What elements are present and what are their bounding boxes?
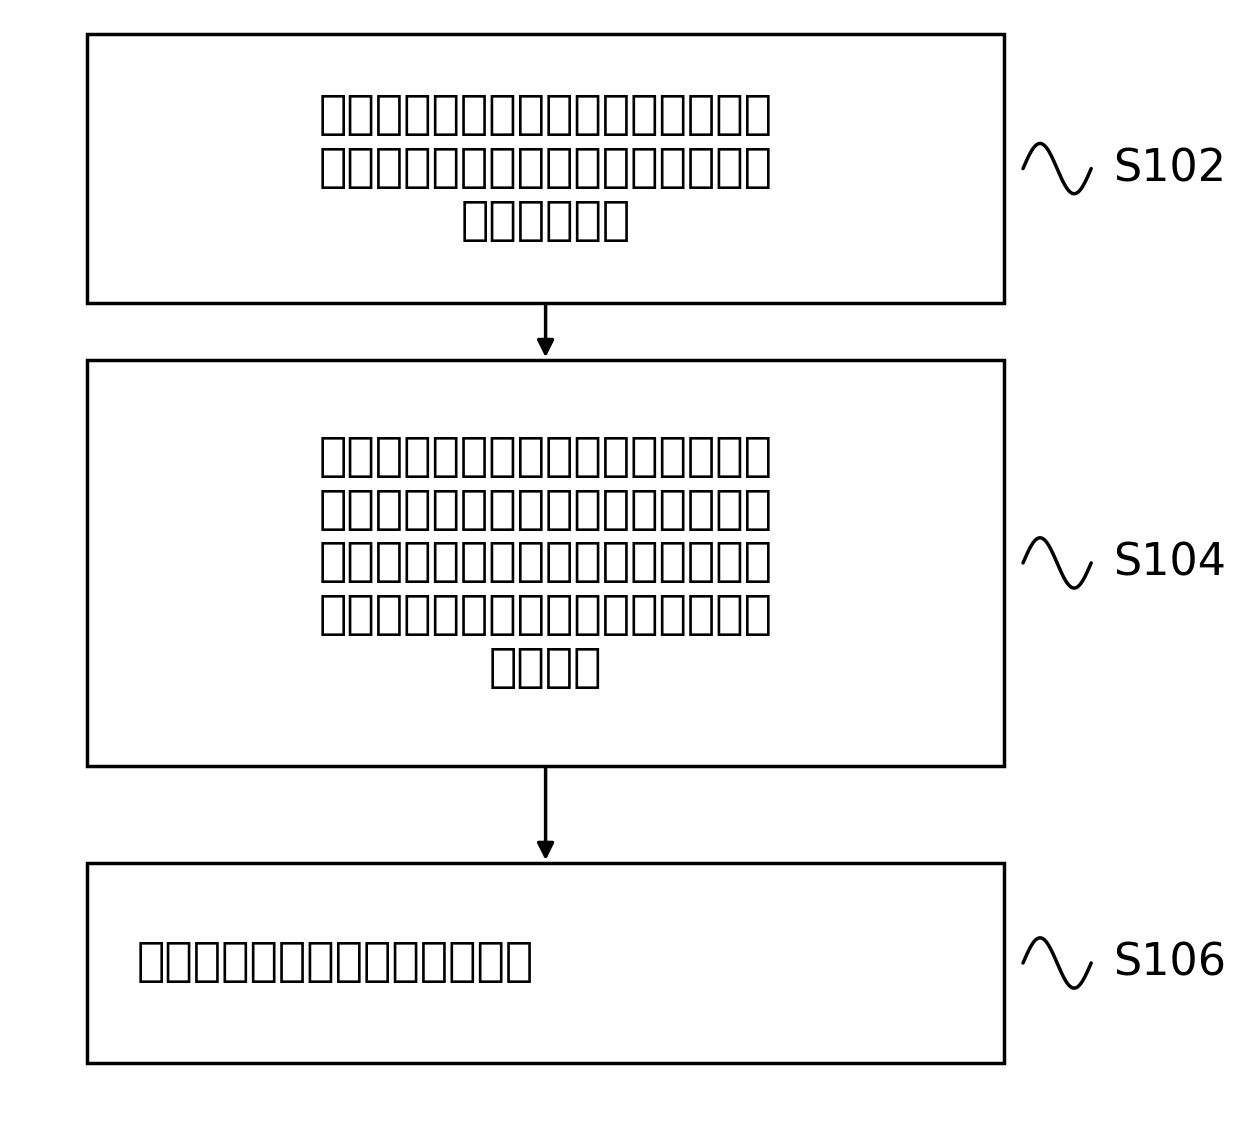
Text: 算法模型: 算法模型 [489, 646, 603, 690]
Bar [87, 863, 1004, 1063]
Bar [87, 360, 1004, 766]
Bar [87, 34, 1004, 303]
Text: S104: S104 [1114, 542, 1226, 584]
Text: 通过第一家电设备获取用户当前的用: 通过第一家电设备获取用户当前的用 [319, 94, 773, 138]
Text: S102: S102 [1114, 147, 1226, 190]
Text: S106: S106 [1114, 942, 1226, 984]
Text: 家电设备通信: 家电设备通信 [460, 199, 631, 243]
Text: 户信息，其中，第一家电设备与第二: 户信息，其中，第一家电设备与第二 [319, 146, 773, 191]
Text: 基于预先训练的算法模型，根据用户: 基于预先训练的算法模型，根据用户 [319, 435, 773, 480]
Text: 其中，预先训练的算法模型为根据用: 其中，预先训练的算法模型为根据用 [319, 541, 773, 585]
Text: 户在历史时间段内的用户信息确定的: 户在历史时间段内的用户信息确定的 [319, 593, 773, 638]
Text: 将控制信息发送到第二家电设备: 将控制信息发送到第二家电设备 [136, 941, 533, 985]
Text: 信息确定第二家电设备的控制信息，: 信息确定第二家电设备的控制信息， [319, 488, 773, 533]
